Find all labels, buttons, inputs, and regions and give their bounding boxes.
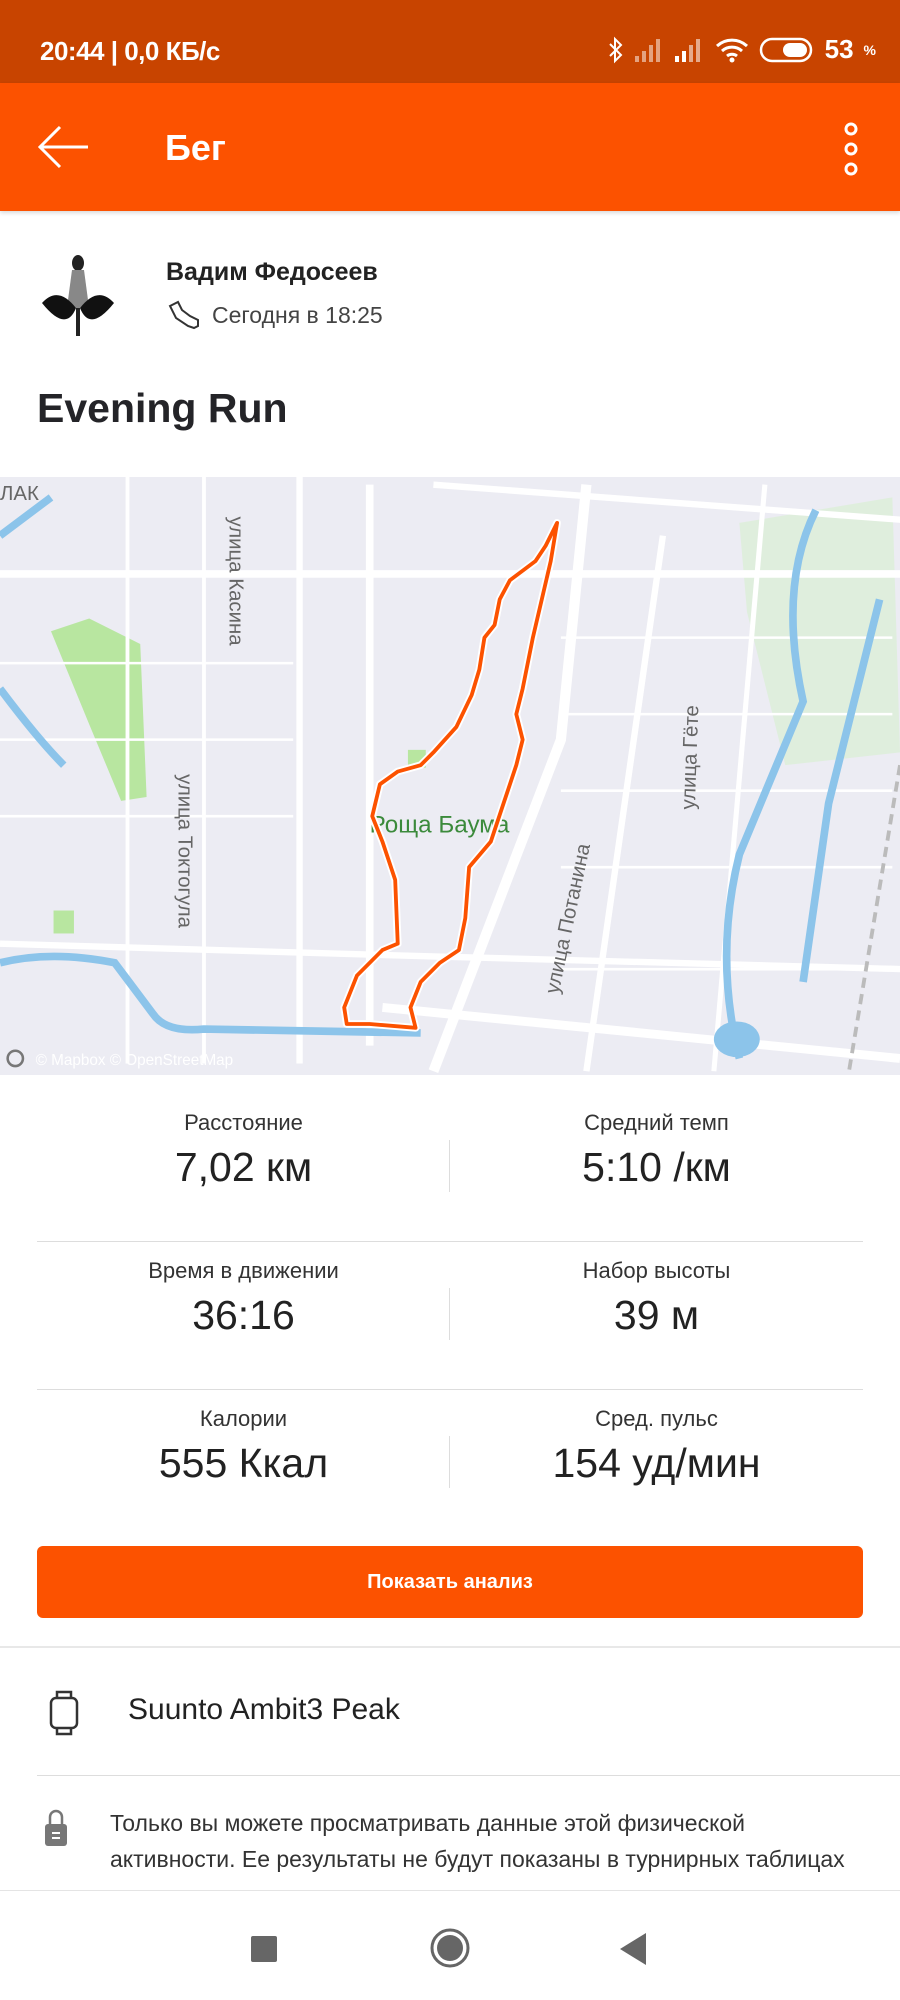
back-arrow-icon[interactable] <box>36 123 92 171</box>
battery-level: 53 <box>824 34 854 64</box>
bluetooth-icon <box>608 36 623 63</box>
back-button[interactable] <box>620 1933 648 1965</box>
route-map[interactable]: ЛАК улица Касина улица Токтогула улица П… <box>0 477 900 1075</box>
stat-value: 154 уд/мин <box>552 1440 761 1486</box>
athlete-name[interactable]: Вадим Федосеев <box>166 258 378 286</box>
stat-avg-heart-rate: Сред. пульс 154 уд/мин <box>450 1406 863 1487</box>
street-label-toktogula: улица Токтогула <box>173 774 195 929</box>
divider <box>449 1436 450 1488</box>
athlete-header: Вадим Федосеев Сегодня в 18:25 <box>36 248 383 338</box>
map-label-corner: ЛАК <box>0 483 39 505</box>
activity-date: Сегодня в 18:25 <box>212 301 383 328</box>
activity-title: Evening Run <box>37 385 288 431</box>
battery-unit: % <box>863 41 876 58</box>
stat-value: 555 Ккал <box>158 1440 329 1486</box>
home-button[interactable] <box>429 1927 471 1969</box>
park-label: Роща Баума <box>370 812 510 839</box>
waterways <box>0 494 884 1060</box>
divider <box>449 1288 450 1340</box>
status-time: 20:44 | 0,0 КБ/с <box>40 36 220 66</box>
mapbox-logo-icon <box>6 1049 25 1068</box>
recent-apps-button[interactable] <box>251 1936 277 1962</box>
status-bar: 20:44 | 0,0 КБ/с 53 % <box>0 0 900 83</box>
stat-label: Расстояние <box>184 1110 303 1135</box>
divider <box>37 1775 900 1776</box>
page-title: Бег <box>165 127 226 168</box>
park-area-east <box>739 497 900 766</box>
battery-icon <box>759 37 812 62</box>
stat-moving-time: Время в движении 36:16 <box>37 1258 450 1339</box>
stat-label: Средний темп <box>584 1110 729 1135</box>
avatar[interactable] <box>36 248 120 338</box>
park-small <box>53 910 74 934</box>
system-nav-bar <box>0 1890 900 2000</box>
divider <box>37 1241 863 1242</box>
device-row[interactable]: Suunto Ambit3 Peak <box>0 1648 900 1774</box>
stat-label: Набор высоты <box>582 1258 731 1283</box>
divider <box>0 1646 900 1648</box>
shoe-icon <box>168 300 199 330</box>
wifi-icon <box>715 38 748 62</box>
divider <box>449 1140 450 1192</box>
more-options-icon[interactable] <box>836 119 866 179</box>
railway <box>847 764 900 1072</box>
stat-value: 39 м <box>613 1292 700 1338</box>
stat-distance: Расстояние 7,02 км <box>37 1110 450 1191</box>
stat-label: Калории <box>199 1406 288 1431</box>
map-attribution[interactable]: © Mapbox © OpenStreetMap <box>36 1052 233 1069</box>
watch-icon <box>49 1690 79 1736</box>
stat-value: 7,02 км <box>174 1144 313 1190</box>
stat-label: Время в движении <box>148 1258 339 1283</box>
stat-value: 36:16 <box>192 1292 295 1338</box>
street-label-kasina: улица Касина <box>224 517 246 647</box>
activity-date-row: Сегодня в 18:25 <box>166 300 383 330</box>
signal-icon-2 <box>674 38 700 62</box>
stat-elevation-gain: Набор высоты 39 м <box>450 1258 863 1339</box>
roads <box>0 477 900 1074</box>
divider <box>37 1389 863 1390</box>
signal-icon <box>634 38 660 62</box>
show-analysis-button[interactable]: Показать анализ <box>37 1546 863 1618</box>
stat-label: Сред. пульс <box>595 1406 718 1431</box>
route-line-stroke <box>342 520 559 1030</box>
street-label-gete: улица Гёте <box>678 705 704 810</box>
lock-icon <box>45 1809 67 1846</box>
app-bar: Бег <box>0 83 900 211</box>
stat-value: 5:10 /км <box>582 1144 731 1190</box>
stat-calories: Калории 555 Ккал <box>37 1406 450 1487</box>
pond <box>713 1021 760 1058</box>
device-name: Suunto Ambit3 Peak <box>128 1693 400 1726</box>
stat-avg-pace: Средний темп 5:10 /км <box>450 1110 863 1191</box>
